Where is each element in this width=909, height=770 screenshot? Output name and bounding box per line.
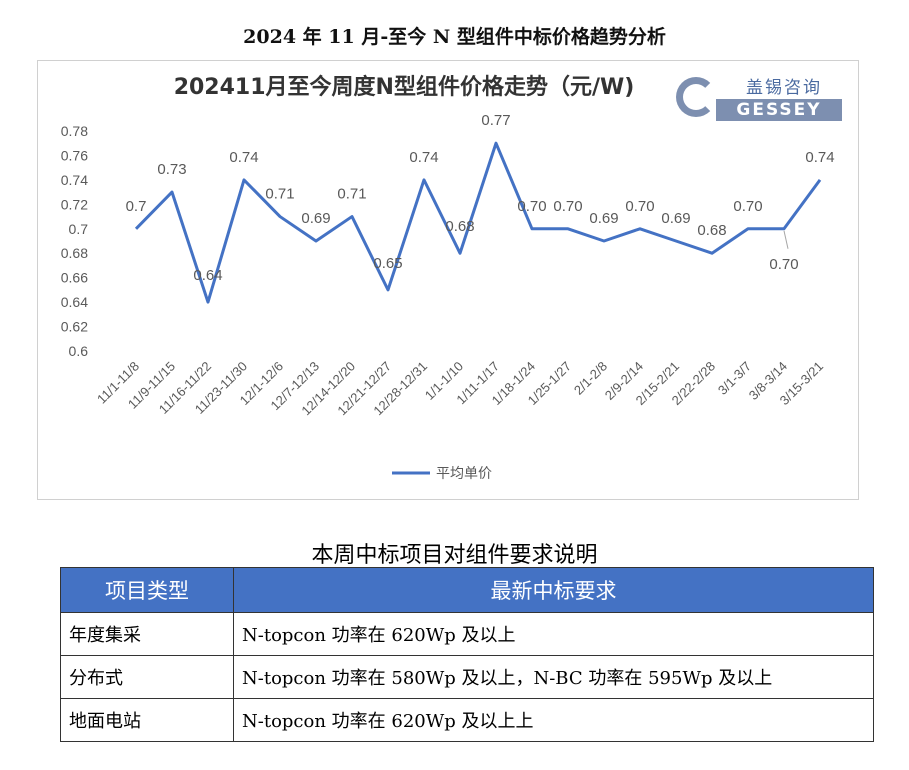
table-row: 分布式 N-topcon 功率在 580Wp 及以上，N-BC 功率在 595W… [60,655,874,699]
document-title: 2024 年 11 月-至今 N 型组件中标价格趋势分析 [243,26,666,48]
y-tick-label: 0.62 [61,319,88,335]
data-label: 0.68 [697,222,726,239]
row-project-type: 分布式 [60,655,234,699]
row-requirement: N-topcon 功率在 580Wp 及以上，N-BC 功率在 595Wp 及以… [233,655,874,699]
table-caption: 本周中标项目对组件要求说明 [311,543,598,568]
y-tick-label: 0.72 [61,196,88,212]
header-project-type: 项目类型 [60,567,234,613]
data-label: 0.68 [445,218,474,235]
requirements-table: 项目类型 最新中标要求 年度集采 N-topcon 功率在 620Wp 及以上 … [60,567,874,742]
price-trend-chart: 0.780.760.740.720.70.680.660.640.620.611… [61,112,835,482]
y-tick-label: 0.6 [69,343,89,359]
row-project-type: 年度集采 [60,612,234,656]
data-label: 0.77 [481,112,510,129]
data-label: 0.74 [229,149,258,166]
data-label: 0.69 [301,210,330,227]
data-label: 0.70 [625,198,654,215]
logo-chinese-text: 盖锡咨询 [746,78,822,98]
data-label: 0.74 [805,149,834,166]
data-label: 0.70 [553,198,582,215]
chart-frame: 0.78 0.76 0.74 0.72 0.7 0.68 0.66 0.64 0.62 0.6 11… [37,60,859,500]
y-tick-label: 0.64 [61,294,88,310]
data-label: 0.73 [157,161,186,178]
y-tick-label: 0.66 [61,270,88,286]
data-label: 0.71 [265,186,294,203]
logo-english-text: GESSEY [716,99,842,121]
row-project-type: 地面电站 [60,698,234,742]
table-header-row: 项目类型 最新中标要求 [60,567,874,613]
y-tick-label: 0.74 [61,172,88,188]
y-tick-label: 0.76 [61,147,88,163]
header-latest-requirement: 最新中标要求 [233,567,874,613]
data-label: 0.69 [661,210,690,227]
data-label: 0.74 [409,149,438,166]
y-tick-label: 0.78 [61,123,88,139]
legend-label: 平均单价 [436,466,492,482]
logo-g-mark [676,77,716,117]
data-label-leader [783,230,789,249]
y-tick-label: 0.68 [61,245,88,261]
series-line-average-price [134,141,822,304]
data-label: 0.64 [193,267,222,284]
gessey-logo: 盖锡咨询 GESSEY [666,69,846,125]
data-label: 0.7 [126,198,147,215]
data-label: 0.70 [769,256,798,273]
row-requirement: N-topcon 功率在 620Wp 及以上上 [233,698,874,742]
chart-title: 202411月至今周度N型组件价格走势（元/W) [173,75,635,100]
y-tick-label: 0.7 [69,221,89,237]
row-requirement: N-topcon 功率在 620Wp 及以上 [233,612,874,656]
table-row: 年度集采 N-topcon 功率在 620Wp 及以上 [60,612,874,656]
data-label: 0.65 [373,255,402,272]
data-label: 0.70 [517,198,546,215]
data-label: 0.69 [589,210,618,227]
table-row: 地面电站 N-topcon 功率在 620Wp 及以上上 [60,698,874,742]
data-label: 0.71 [337,186,366,203]
data-label: 0.70 [733,198,762,215]
